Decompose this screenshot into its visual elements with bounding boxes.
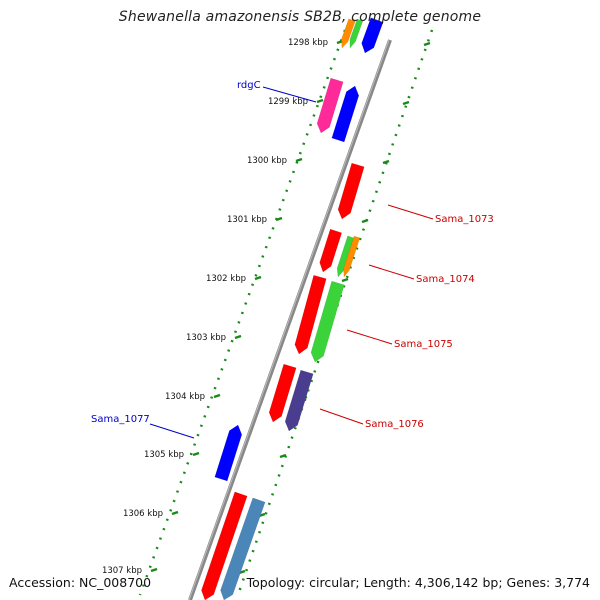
tick-label: 1307 kbp xyxy=(102,566,142,576)
gene-arrow-red-bottom xyxy=(201,491,248,600)
gene-arrow-red-1074 xyxy=(319,228,343,273)
gene-label-leader xyxy=(319,408,364,425)
genome-backbone-highlight xyxy=(188,39,390,600)
tick-mark-outer xyxy=(382,159,390,165)
genome-backbone xyxy=(188,39,392,600)
gene-arrow-blue-top xyxy=(361,17,384,54)
tick-mark-inner xyxy=(171,510,179,516)
inner-dotted-ring xyxy=(138,29,347,596)
gene-label: Sama_1075 xyxy=(394,339,453,350)
gene-label: Sama_1077 xyxy=(91,414,150,425)
tick-label: 1306 kbp xyxy=(123,509,163,519)
topology-text: Topology: circular; Length: 4,306,142 bp… xyxy=(246,575,590,590)
map-title: Shewanella amazonensis SB2B, complete ge… xyxy=(118,9,482,25)
tick-label: 1300 kbp xyxy=(247,156,287,166)
gene-label: Sama_1074 xyxy=(416,274,475,285)
tick-mark-outer xyxy=(279,453,287,459)
tick-mark-outer xyxy=(402,100,410,106)
gene-arrow-red-1076 xyxy=(268,363,297,423)
gene-arrow-rdgC xyxy=(316,77,344,134)
gene-arrow-sama-1077 xyxy=(214,424,243,482)
gene-arrow-red-1075 xyxy=(294,274,327,355)
gene-arrow-steel-bottom xyxy=(220,497,266,600)
gene-label: rdgC xyxy=(237,80,261,91)
tick-mark-inner xyxy=(254,275,262,281)
gene-arrow-sama-1073 xyxy=(337,162,365,220)
tick-mark-inner xyxy=(192,451,200,457)
tick-label: 1302 kbp xyxy=(206,274,246,284)
gene-label-leader xyxy=(346,329,393,345)
gene-label-leader xyxy=(149,423,195,439)
tick-label: 1304 kbp xyxy=(165,392,205,402)
tick-mark-inner xyxy=(213,393,221,399)
gene-label: Sama_1073 xyxy=(435,214,494,225)
tick-label: 1305 kbp xyxy=(144,450,184,460)
tick-mark-inner xyxy=(316,98,324,104)
gene-label-leader xyxy=(368,264,415,280)
tick-mark-inner xyxy=(295,157,303,163)
accession-text: Accession: NC_008700 xyxy=(9,575,152,590)
gene-arrow-orange-top xyxy=(341,18,356,49)
gene-arrow-green-1074 xyxy=(336,235,355,278)
tick-mark-outer xyxy=(341,277,349,283)
gene-arrow-green-1075 xyxy=(310,280,345,363)
tick-label: 1303 kbp xyxy=(186,333,226,343)
gene-arrow-green-top xyxy=(349,18,364,49)
tick-mark-inner xyxy=(275,216,283,222)
tick-mark-outer xyxy=(423,41,431,47)
tick-mark-inner xyxy=(150,567,158,573)
gene-arrow-sama-1076 xyxy=(284,369,314,432)
tick-mark-outer xyxy=(361,218,369,224)
gene-label-leader xyxy=(262,86,317,103)
tick-label: 1298 kbp xyxy=(288,38,328,48)
gene-arrow-blue-rdgC xyxy=(331,85,360,143)
gene-arrow-orange-1074 xyxy=(343,235,361,278)
gene-label: Sama_1076 xyxy=(365,419,424,430)
tick-mark-inner xyxy=(234,334,242,340)
tick-label: 1301 kbp xyxy=(227,215,267,225)
gene-label-leader xyxy=(387,204,434,220)
tick-label: 1299 kbp xyxy=(268,97,308,107)
